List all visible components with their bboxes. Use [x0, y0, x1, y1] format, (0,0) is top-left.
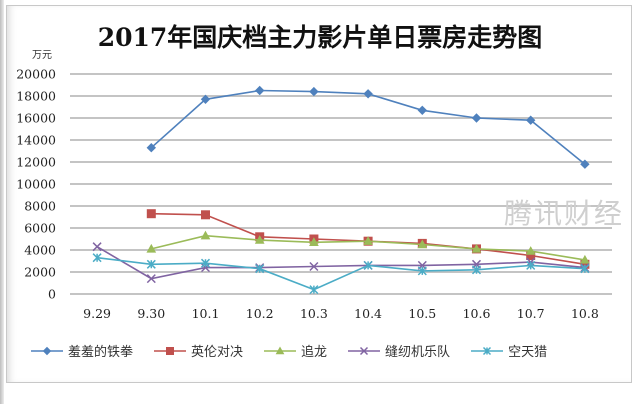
chart-plot: 0 2000 4000 6000 8000 10000 12000 14000 16000 180…: [16, 67, 612, 321]
y-tick-label: 4000: [24, 243, 56, 258]
x-tick-label: 10.5: [408, 306, 436, 321]
legend-marker-icon: [348, 346, 381, 355]
legend-marker-icon: [264, 345, 297, 354]
series-line: [150, 89, 586, 165]
data-point: [417, 105, 428, 116]
series-line: [97, 256, 585, 291]
data-point: [417, 266, 427, 276]
series-0: [146, 85, 590, 169]
y-tick-label: 14000: [16, 133, 56, 148]
y-tick-label: 12000: [16, 155, 56, 170]
data-point: [146, 259, 156, 269]
legend-item: 空天猎: [470, 341, 547, 360]
legend: 羞羞的铁拳 英伦对决 追龙 缝纫机乐队 空天猎: [30, 341, 620, 360]
data-point: [254, 85, 265, 96]
data-point: [254, 235, 265, 244]
series-line: [96, 246, 585, 280]
data-point: [309, 261, 319, 272]
data-point: [309, 237, 319, 246]
x-tick-label: 10.6: [463, 306, 491, 321]
y-tick-label: 0: [48, 287, 56, 302]
x-tick-label: 9.30: [137, 306, 165, 321]
data-point: [363, 89, 373, 99]
legend-item: 英伦对决: [153, 341, 243, 360]
watermark: 腾讯财经: [504, 197, 625, 230]
x-tick-label: 9.29: [83, 306, 111, 321]
legend-item: 追龙: [263, 341, 327, 360]
legend-item: 羞羞的铁拳: [30, 341, 133, 360]
y-tick-label: 6000: [24, 221, 56, 236]
legend-label: 缝纫机乐队: [385, 345, 451, 360]
gridlines: [70, 73, 612, 295]
data-point: [146, 209, 156, 219]
data-point: [200, 94, 211, 105]
x-tick-label: 10.1: [192, 306, 220, 321]
y-tick-label: 2000: [24, 265, 56, 280]
data-point: [526, 260, 536, 270]
x-tick-label: 10.2: [246, 306, 274, 321]
legend-label: 追龙: [301, 345, 328, 360]
data-point: [471, 113, 482, 123]
series-3: [92, 242, 590, 284]
data-point: [200, 230, 211, 240]
y-tick-label: 16000: [16, 111, 56, 126]
x-tick-label: 10.8: [571, 306, 599, 321]
data-point: [146, 274, 156, 284]
series-4: [92, 253, 590, 295]
data-point: [92, 253, 102, 263]
data-point: [146, 142, 157, 153]
x-tick-label: 10.3: [300, 306, 328, 321]
data-point: [525, 115, 536, 125]
y-tick-label: 8000: [24, 199, 56, 214]
data-point: [363, 236, 373, 245]
left-edge-shadow: [0, 0, 4, 404]
x-tick-label: 10.7: [517, 306, 545, 321]
legend-label: 英伦对决: [191, 345, 244, 360]
data-point: [200, 258, 211, 268]
series-2: [146, 230, 590, 264]
data-point: [580, 159, 590, 169]
data-point: [363, 260, 373, 270]
x-tick-label: 10.4: [354, 306, 382, 321]
legend-item: 缝纫机乐队: [347, 341, 450, 360]
data-point: [309, 86, 319, 97]
y-axis-unit: 万元: [32, 50, 52, 61]
data-point: [417, 239, 428, 249]
data-point: [255, 264, 265, 274]
series-lines: [92, 85, 590, 295]
data-point: [471, 265, 482, 275]
legend-marker-icon: [154, 346, 187, 355]
y-tick-label: 18000: [16, 89, 56, 104]
data-point: [92, 242, 102, 252]
data-point: [309, 285, 319, 295]
y-tick-labels: 0 2000 4000 6000 8000 10000 12000 14000 16000 180…: [16, 67, 56, 302]
legend-marker-icon: [31, 346, 63, 355]
legend-label: 空天猎: [508, 345, 548, 360]
legend-marker-icon: [471, 346, 504, 355]
data-point: [146, 243, 157, 253]
data-point: [580, 254, 590, 264]
chart-title: 2017年国庆档主力影片单日票房走势图: [97, 23, 543, 52]
y-tick-label: 20000: [16, 67, 56, 82]
data-point: [471, 243, 482, 253]
data-point: [201, 210, 210, 220]
y-tick-label: 10000: [16, 177, 56, 192]
data-point: [580, 264, 590, 274]
data-point: [525, 246, 536, 255]
chart-frame: [6, 5, 632, 383]
x-tick-labels: 9.29 9.30 10.1 10.2 10.3 10.4 10.5 10.6 10.7 10.8: [83, 306, 599, 321]
legend-label: 羞羞的铁拳: [68, 345, 134, 360]
